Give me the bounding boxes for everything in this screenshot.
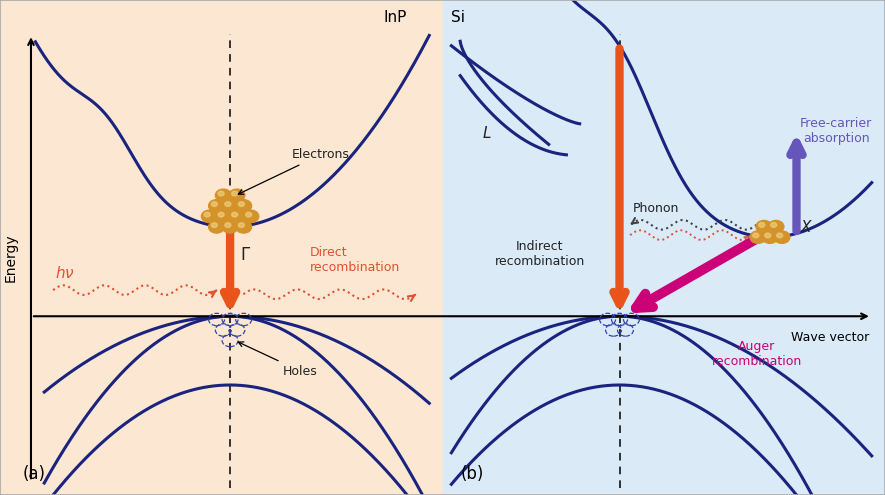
Circle shape (762, 231, 778, 244)
Circle shape (229, 189, 245, 201)
Circle shape (758, 223, 765, 227)
Text: Direct
recombination: Direct recombination (310, 246, 400, 274)
Circle shape (218, 212, 224, 217)
Circle shape (771, 223, 777, 227)
Text: (a): (a) (22, 465, 45, 483)
Circle shape (235, 199, 251, 212)
Circle shape (765, 233, 771, 238)
Text: InP: InP (384, 10, 407, 25)
Circle shape (238, 223, 244, 228)
Text: Energy: Energy (4, 234, 18, 282)
Text: Electrons: Electrons (238, 148, 350, 194)
Circle shape (218, 191, 224, 196)
Text: Phonon: Phonon (633, 202, 679, 215)
Circle shape (235, 221, 251, 233)
Circle shape (773, 231, 789, 244)
Bar (0, 0, 442, 495)
Circle shape (222, 221, 238, 233)
Text: $h\nu$: $h\nu$ (55, 265, 74, 282)
Circle shape (204, 212, 211, 217)
Circle shape (238, 202, 244, 206)
Circle shape (215, 210, 231, 223)
Circle shape (245, 212, 251, 217)
Circle shape (202, 210, 218, 223)
Text: X: X (801, 220, 812, 235)
Circle shape (753, 233, 758, 238)
Circle shape (232, 212, 238, 217)
Bar (442, 0, 885, 495)
Circle shape (215, 189, 231, 201)
Circle shape (212, 202, 218, 206)
Text: Indirect
recombination: Indirect recombination (495, 241, 585, 268)
Circle shape (232, 191, 238, 196)
Text: Auger
recombination: Auger recombination (712, 340, 802, 368)
Text: L: L (482, 126, 491, 141)
Text: Si: Si (451, 10, 466, 25)
Text: Γ: Γ (241, 246, 250, 264)
Text: Free-carrier
absorption: Free-carrier absorption (800, 117, 873, 145)
Circle shape (225, 202, 231, 206)
Circle shape (209, 221, 225, 233)
Text: Holes: Holes (238, 342, 318, 378)
Circle shape (229, 210, 245, 223)
Circle shape (242, 210, 258, 223)
Circle shape (750, 231, 766, 244)
Text: (b): (b) (460, 465, 483, 483)
Circle shape (209, 199, 225, 212)
Circle shape (756, 220, 772, 233)
Circle shape (212, 223, 218, 228)
Circle shape (777, 233, 782, 238)
Circle shape (225, 223, 231, 228)
Text: Wave vector: Wave vector (791, 331, 869, 345)
Circle shape (222, 199, 238, 212)
Circle shape (768, 220, 784, 233)
